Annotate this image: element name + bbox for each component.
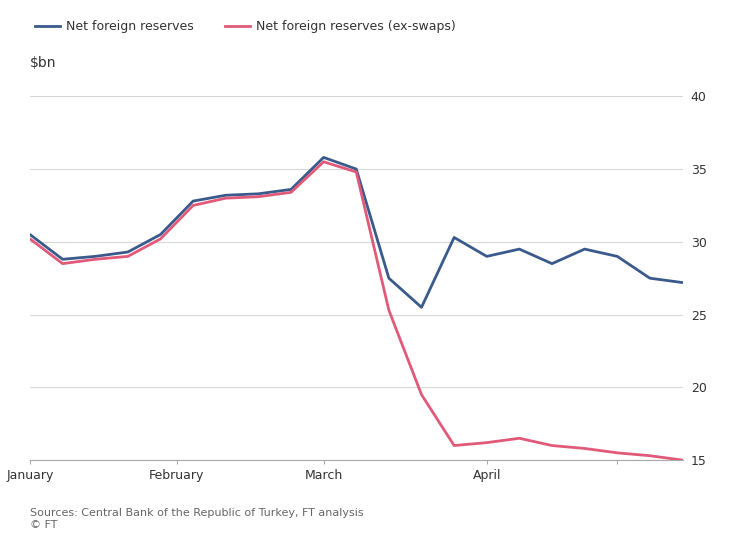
- Text: $bn: $bn: [30, 56, 56, 70]
- Legend: Net foreign reserves, Net foreign reserves (ex-swaps): Net foreign reserves, Net foreign reserv…: [30, 15, 461, 38]
- Text: Sources: Central Bank of the Republic of Turkey, FT analysis
© FT: Sources: Central Bank of the Republic of…: [30, 508, 364, 530]
